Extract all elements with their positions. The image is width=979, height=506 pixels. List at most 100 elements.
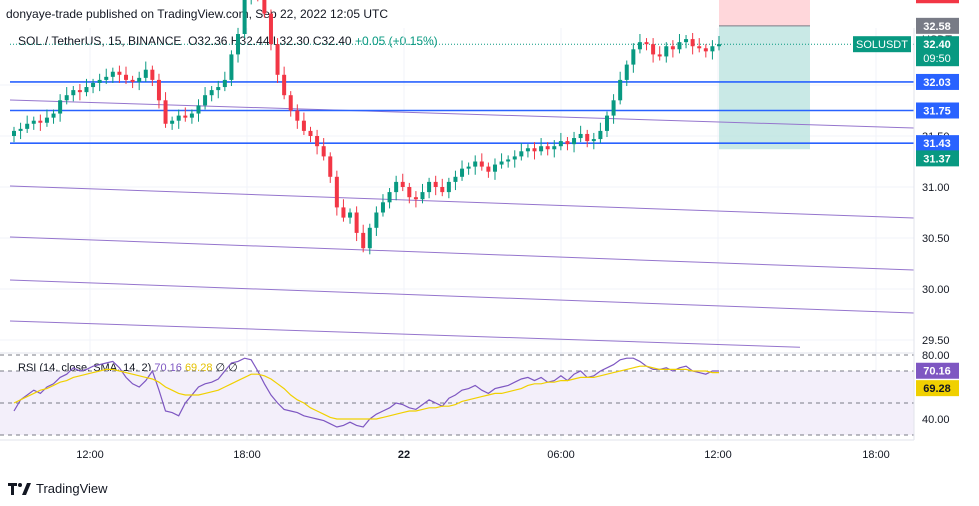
candle-body (525, 148, 530, 152)
low-value: L32.30 (272, 34, 310, 48)
candle-body (209, 90, 214, 96)
rsi-value-tag (916, 362, 959, 379)
last-price-tag (916, 36, 959, 67)
candle-body (644, 42, 649, 45)
candle-body (618, 79, 623, 101)
candle-body (677, 42, 682, 50)
candle-body (236, 34, 241, 55)
candle-body (301, 120, 306, 131)
candle-body (558, 141, 563, 147)
stop-price-text: 32.88 (923, 0, 951, 2)
y-tick-label: 29.50 (922, 335, 950, 347)
candle-body (97, 79, 102, 83)
candle-body (12, 130, 16, 136)
publisher-header: donyaye-trade published on TradingView.c… (6, 7, 389, 21)
candle-body (77, 90, 82, 93)
target-zone (719, 25, 810, 150)
candle-body (717, 44, 721, 47)
candle-body (684, 39, 689, 43)
symbol-legend: SOL / TetherUS, 15, BINANCE O32.36 H32.4… (18, 34, 438, 48)
candle-body (651, 44, 656, 55)
candle-body (400, 181, 405, 187)
candle-body (545, 146, 550, 150)
candle-body (156, 79, 161, 101)
candle-body (387, 192, 392, 203)
candle-body (189, 113, 194, 118)
candle-body (631, 49, 636, 65)
candle-body (446, 181, 451, 193)
level-price-text: 31.75 (923, 106, 951, 118)
candle-body (440, 187, 445, 193)
candle-body (110, 71, 115, 77)
countdown-text: 09:50 (923, 53, 951, 65)
rsi-y-tick-label: 40.00 (922, 414, 950, 426)
candle-body (308, 130, 313, 136)
candle-body (552, 146, 557, 150)
candle-body (348, 212, 353, 218)
candle-body (170, 120, 175, 124)
candle-body (394, 181, 399, 193)
level-price-text: 31.43 (923, 138, 951, 150)
candle-body (591, 139, 596, 142)
candle-body (18, 128, 23, 131)
candle-body (657, 54, 662, 57)
candle-body (183, 115, 188, 118)
x-tick-label: 06:00 (547, 449, 575, 461)
level-price-text: 32.03 (923, 77, 951, 89)
channel-line (9, 99, 915, 129)
candle-body (578, 133, 583, 139)
candle-body (143, 69, 148, 78)
time-axis[interactable]: 12:00 18:00 22 06:00 12:00 18:00 (76, 449, 890, 461)
candle-body (275, 44, 280, 75)
candle-body (433, 181, 438, 187)
candle-body (506, 159, 511, 162)
symbol-tag-text: SOLUSDT (856, 39, 908, 51)
candle-body (117, 71, 122, 75)
candle-body (163, 100, 168, 124)
stop-zone (719, 0, 810, 26)
candle-body (31, 120, 36, 124)
candle-body (492, 164, 497, 172)
channel-lines[interactable] (9, 99, 915, 348)
footer-brand-text: TradingView (36, 481, 108, 496)
candle-body (453, 176, 458, 182)
candle-body (176, 115, 181, 121)
channel-line (9, 236, 915, 271)
candle-body (315, 136, 320, 147)
candle-body (282, 74, 287, 96)
candle-body (321, 146, 326, 157)
candle-body (624, 64, 629, 80)
rsi-value-tag (916, 380, 959, 397)
candle-body (203, 95, 208, 106)
candle-body (51, 113, 56, 118)
candle-body (137, 77, 142, 82)
candle-body (262, 0, 267, 14)
x-tick-label: 22 (398, 449, 410, 461)
candle-body (84, 87, 89, 93)
candle-body (598, 130, 603, 140)
rsi-value-tag-text: 70.16 (923, 366, 951, 378)
candle-body (697, 46, 702, 49)
candle-body (604, 115, 609, 131)
candle-body (611, 100, 616, 116)
candle-body (104, 76, 109, 80)
candle-body (58, 100, 63, 114)
stop-price-tag (916, 0, 959, 4)
candle-body (585, 133, 590, 142)
candle-body (572, 138, 577, 145)
candle-body (216, 87, 221, 91)
candle-body (242, 0, 247, 35)
target-price-tag (916, 150, 959, 167)
change-value: +0.05 (+0.15%) (354, 34, 438, 48)
channel-line (9, 320, 801, 348)
position-tool[interactable] (719, 0, 810, 150)
candle-body (341, 207, 346, 218)
candle-body (427, 181, 432, 193)
candle-body (150, 69, 155, 80)
candle-body (334, 176, 339, 208)
candle-body (295, 110, 300, 121)
footer-brand[interactable]: TradingView (8, 481, 108, 496)
candle-body (328, 156, 333, 177)
candle-body (38, 120, 43, 123)
